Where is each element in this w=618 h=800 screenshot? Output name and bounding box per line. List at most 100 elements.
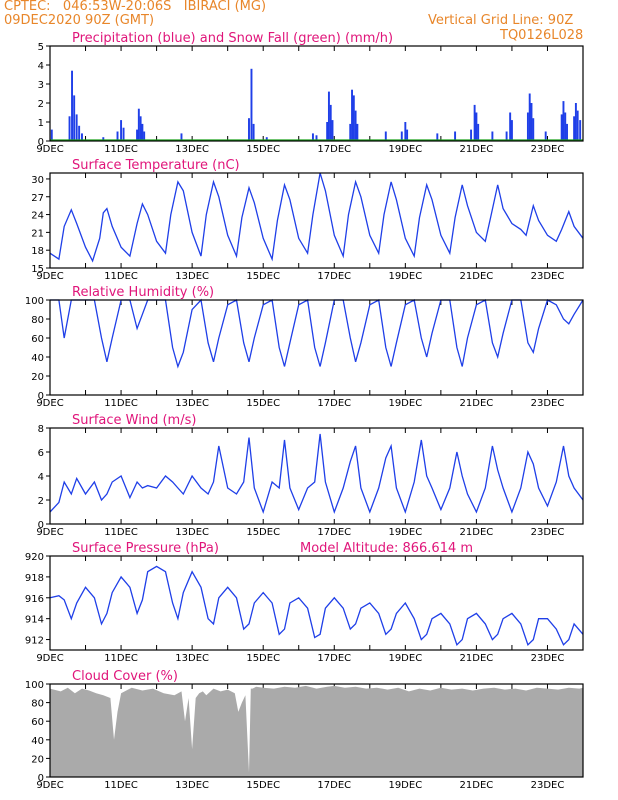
humidity-title: Relative Humidity (%) bbox=[72, 285, 214, 300]
humidity-xtick-label: 23DEC bbox=[531, 398, 565, 409]
header-run: 09DEC2020 90Z (GMT) bbox=[4, 13, 155, 28]
pressure-xtick-label: 15DEC bbox=[246, 653, 280, 664]
precip-bar bbox=[560, 114, 563, 141]
pressure-xtick-label: 11DEC bbox=[104, 653, 138, 664]
wind-ytick-label: 2 bbox=[38, 496, 44, 507]
header-code: TQ0126L028 bbox=[500, 28, 584, 43]
wind-xtick-label: 17DEC bbox=[317, 527, 351, 538]
precip-bar bbox=[349, 123, 352, 141]
precip-bar bbox=[351, 89, 353, 141]
pressure-ytick-label: 914 bbox=[25, 615, 44, 626]
precip-bar bbox=[404, 122, 407, 141]
cloud-xtick-label: 13DEC bbox=[175, 780, 209, 791]
wind-xtick-label: 9DEC bbox=[36, 527, 63, 538]
pressure-ytick-label: 920 bbox=[25, 552, 44, 563]
precip-title: Precipitation (blue) and Snow Fall (gree… bbox=[72, 31, 393, 46]
precip-bar bbox=[576, 110, 579, 141]
temperature-ytick-label: 21 bbox=[31, 228, 44, 239]
humidity-ytick-label: 40 bbox=[31, 353, 44, 364]
temperature-xtick-label: 21DEC bbox=[460, 271, 494, 282]
precip-bar bbox=[532, 118, 535, 141]
temperature-xtick-label: 23DEC bbox=[531, 271, 565, 282]
humidity-xtick-label: 17DEC bbox=[317, 398, 351, 409]
humidity-xtick-label: 15DEC bbox=[246, 398, 280, 409]
temperature-title: Surface Temperature (nC) bbox=[72, 158, 240, 173]
precip-xtick-label: 15DEC bbox=[246, 144, 280, 155]
precip-bar bbox=[544, 131, 547, 141]
precip-bar bbox=[50, 129, 53, 141]
precip-bar bbox=[137, 108, 140, 141]
precip-ytick-label: 3 bbox=[38, 80, 44, 91]
precip-bar bbox=[354, 110, 357, 141]
precip-plot-frame bbox=[49, 45, 584, 142]
cloud-xtick-label: 21DEC bbox=[460, 780, 494, 791]
temperature-xtick-label: 17DEC bbox=[317, 271, 351, 282]
precip-bar bbox=[579, 120, 582, 141]
precip-xtick-label: 17DEC bbox=[317, 144, 351, 155]
temperature-ytick-label: 24 bbox=[31, 211, 44, 222]
pressure-ytick-label: 912 bbox=[25, 636, 44, 647]
wind-xtick-label: 21DEC bbox=[460, 527, 494, 538]
precip-bar bbox=[528, 93, 531, 141]
temperature-xtick-label: 13DEC bbox=[175, 271, 209, 282]
wind-ytick-label: 8 bbox=[38, 424, 44, 435]
cloud-cover-area bbox=[50, 685, 583, 777]
humidity-ytick-label: 60 bbox=[31, 334, 44, 345]
precip-xtick-label: 13DEC bbox=[175, 144, 209, 155]
precip-xtick-label: 21DEC bbox=[460, 144, 494, 155]
cloud-xtick-label: 17DEC bbox=[317, 780, 351, 791]
humidity-ytick-label: 20 bbox=[31, 372, 44, 383]
cloud-ytick-label: 100 bbox=[25, 680, 44, 691]
precip-bar bbox=[352, 95, 355, 141]
temperature-xtick-label: 15DEC bbox=[246, 271, 280, 282]
temperature-xtick-label: 19DEC bbox=[388, 271, 422, 282]
wind-xtick-label: 11DEC bbox=[104, 527, 138, 538]
precip-bar bbox=[315, 135, 318, 141]
wind-xtick-label: 23DEC bbox=[531, 527, 565, 538]
precip-bar bbox=[75, 114, 78, 141]
temperature-ytick-label: 15 bbox=[31, 264, 44, 275]
temperature-ytick-label: 30 bbox=[31, 175, 44, 186]
cloud-xtick-label: 11DEC bbox=[104, 780, 138, 791]
precip-bar bbox=[327, 91, 330, 141]
precip-bar bbox=[470, 129, 473, 141]
wind-xtick-label: 15DEC bbox=[246, 527, 280, 538]
pressure-xtick-label: 9DEC bbox=[36, 653, 63, 664]
humidity-xtick-label: 11DEC bbox=[104, 398, 138, 409]
pressure-xtick-label: 21DEC bbox=[460, 653, 494, 664]
humidity-plot-frame bbox=[49, 299, 584, 396]
precip-bar bbox=[136, 129, 139, 141]
precip-bar bbox=[139, 116, 142, 141]
pressure-xtick-label: 19DEC bbox=[388, 653, 422, 664]
precip-bar bbox=[311, 133, 314, 141]
precip-bar bbox=[566, 123, 568, 141]
wind-ytick-label: 6 bbox=[38, 448, 44, 459]
pressure-xtick-label: 23DEC bbox=[531, 653, 565, 664]
humidity-ytick-label: 80 bbox=[31, 315, 44, 326]
precip-bar bbox=[473, 104, 476, 141]
cloud-ytick-label: 20 bbox=[31, 754, 44, 765]
precip-bar bbox=[116, 131, 119, 141]
precip-bar bbox=[329, 104, 332, 141]
temperature-xtick-label: 11DEC bbox=[104, 271, 138, 282]
wind-series-line bbox=[49, 433, 584, 515]
pressure-xtick-label: 13DEC bbox=[175, 653, 209, 664]
precip-bar bbox=[180, 133, 183, 141]
cloud-xtick-label: 23DEC bbox=[531, 780, 565, 791]
wind-xtick-label: 19DEC bbox=[388, 527, 422, 538]
cloud-ytick-label: 0 bbox=[38, 773, 44, 784]
precip-bar bbox=[475, 112, 478, 141]
wind-title: Surface Wind (m/s) bbox=[72, 413, 196, 428]
precip-ytick-label: 2 bbox=[38, 99, 44, 110]
cloud-ytick-label: 60 bbox=[31, 717, 44, 728]
precip-xtick-label: 9DEC bbox=[36, 144, 63, 155]
cloud-xtick-label: 15DEC bbox=[246, 780, 280, 791]
cloud-xtick-label: 19DEC bbox=[388, 780, 422, 791]
precip-bar bbox=[326, 122, 329, 141]
humidity-xtick-label: 9DEC bbox=[36, 398, 63, 409]
precip-bar bbox=[509, 112, 512, 141]
wind-plot-frame bbox=[49, 427, 584, 525]
temperature-plot-frame bbox=[49, 172, 584, 269]
cloud-xtick-label: 9DEC bbox=[36, 780, 63, 791]
